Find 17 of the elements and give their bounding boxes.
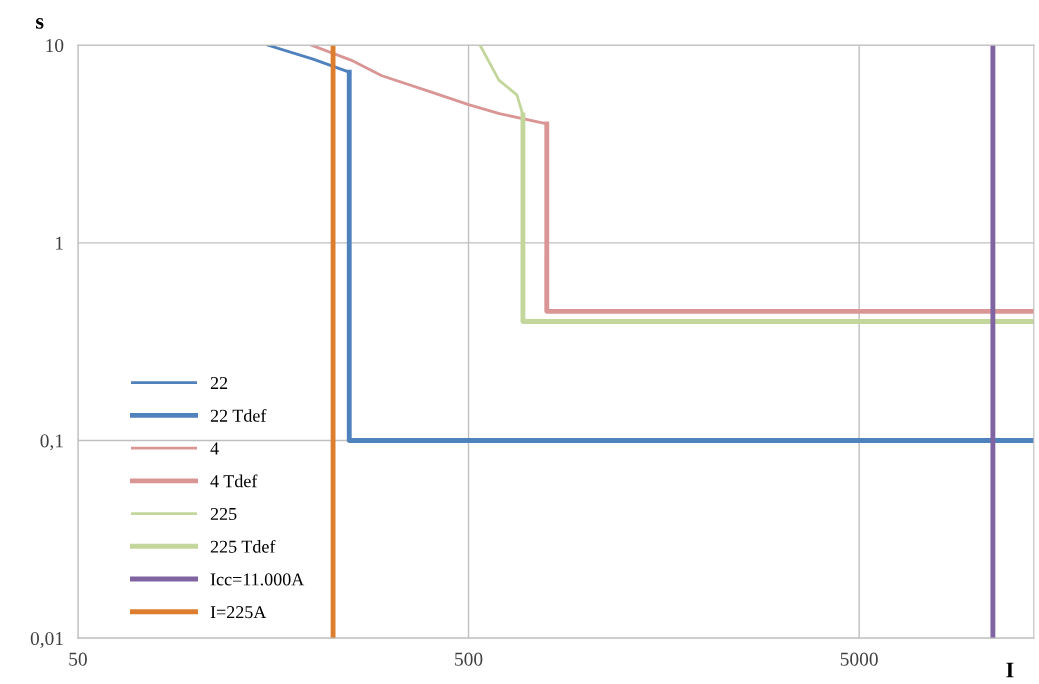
y-tick-label: 0,01 — [30, 631, 63, 648]
legend-label: 22 Tdef — [210, 408, 267, 422]
y-tick-label: 0,1 — [40, 434, 63, 451]
legend-label: 4 Tdef — [210, 474, 258, 488]
y-axis-title: s — [36, 18, 44, 29]
legend-label: I=225A — [210, 606, 267, 619]
legend-label: 225 — [210, 507, 237, 521]
x-tick-label: 500 — [455, 652, 483, 666]
legend-label: Icc=11.000A — [210, 573, 305, 586]
legend-label: 22 — [210, 376, 228, 389]
y-tick-label: 10 — [46, 38, 64, 53]
y-tick-label: 1 — [56, 236, 63, 250]
x-tick-label: 5000 — [840, 652, 878, 666]
legend-label: 4 — [210, 442, 219, 455]
x-tick-label: 50 — [69, 652, 87, 666]
legend-label: 225 Tdef — [210, 539, 276, 553]
x-axis-title: I — [1006, 662, 1014, 678]
